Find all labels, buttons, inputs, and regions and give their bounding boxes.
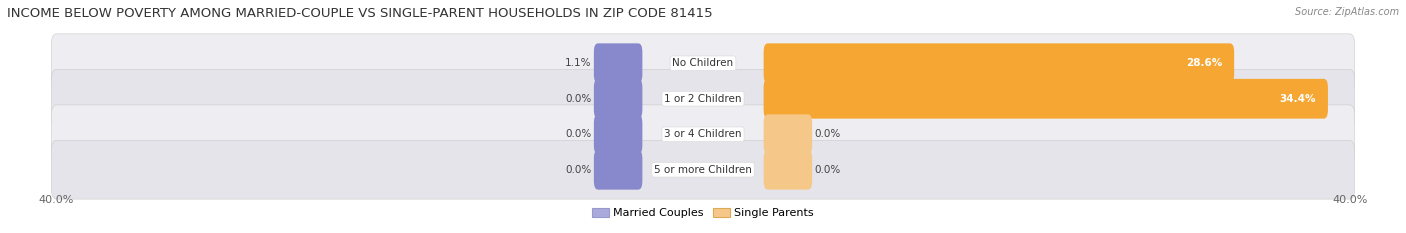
FancyBboxPatch shape bbox=[763, 150, 813, 190]
FancyBboxPatch shape bbox=[593, 43, 643, 83]
Text: Source: ZipAtlas.com: Source: ZipAtlas.com bbox=[1295, 7, 1399, 17]
FancyBboxPatch shape bbox=[593, 150, 643, 190]
Text: 1 or 2 Children: 1 or 2 Children bbox=[664, 94, 742, 104]
Text: 0.0%: 0.0% bbox=[565, 94, 592, 104]
FancyBboxPatch shape bbox=[52, 105, 1354, 164]
Text: 3 or 4 Children: 3 or 4 Children bbox=[664, 129, 742, 139]
FancyBboxPatch shape bbox=[593, 114, 643, 154]
FancyBboxPatch shape bbox=[763, 114, 813, 154]
Text: 0.0%: 0.0% bbox=[814, 129, 841, 139]
Text: INCOME BELOW POVERTY AMONG MARRIED-COUPLE VS SINGLE-PARENT HOUSEHOLDS IN ZIP COD: INCOME BELOW POVERTY AMONG MARRIED-COUPL… bbox=[7, 7, 713, 20]
FancyBboxPatch shape bbox=[52, 140, 1354, 199]
Text: 28.6%: 28.6% bbox=[1185, 58, 1222, 68]
Text: No Children: No Children bbox=[672, 58, 734, 68]
Text: 0.0%: 0.0% bbox=[814, 165, 841, 175]
FancyBboxPatch shape bbox=[763, 43, 1234, 83]
Text: 34.4%: 34.4% bbox=[1279, 94, 1316, 104]
Text: 5 or more Children: 5 or more Children bbox=[654, 165, 752, 175]
FancyBboxPatch shape bbox=[52, 69, 1354, 128]
Text: 1.1%: 1.1% bbox=[565, 58, 592, 68]
FancyBboxPatch shape bbox=[593, 79, 643, 119]
FancyBboxPatch shape bbox=[763, 79, 1327, 119]
Text: 0.0%: 0.0% bbox=[565, 165, 592, 175]
FancyBboxPatch shape bbox=[52, 34, 1354, 93]
Legend: Married Couples, Single Parents: Married Couples, Single Parents bbox=[588, 203, 818, 223]
Text: 0.0%: 0.0% bbox=[565, 129, 592, 139]
